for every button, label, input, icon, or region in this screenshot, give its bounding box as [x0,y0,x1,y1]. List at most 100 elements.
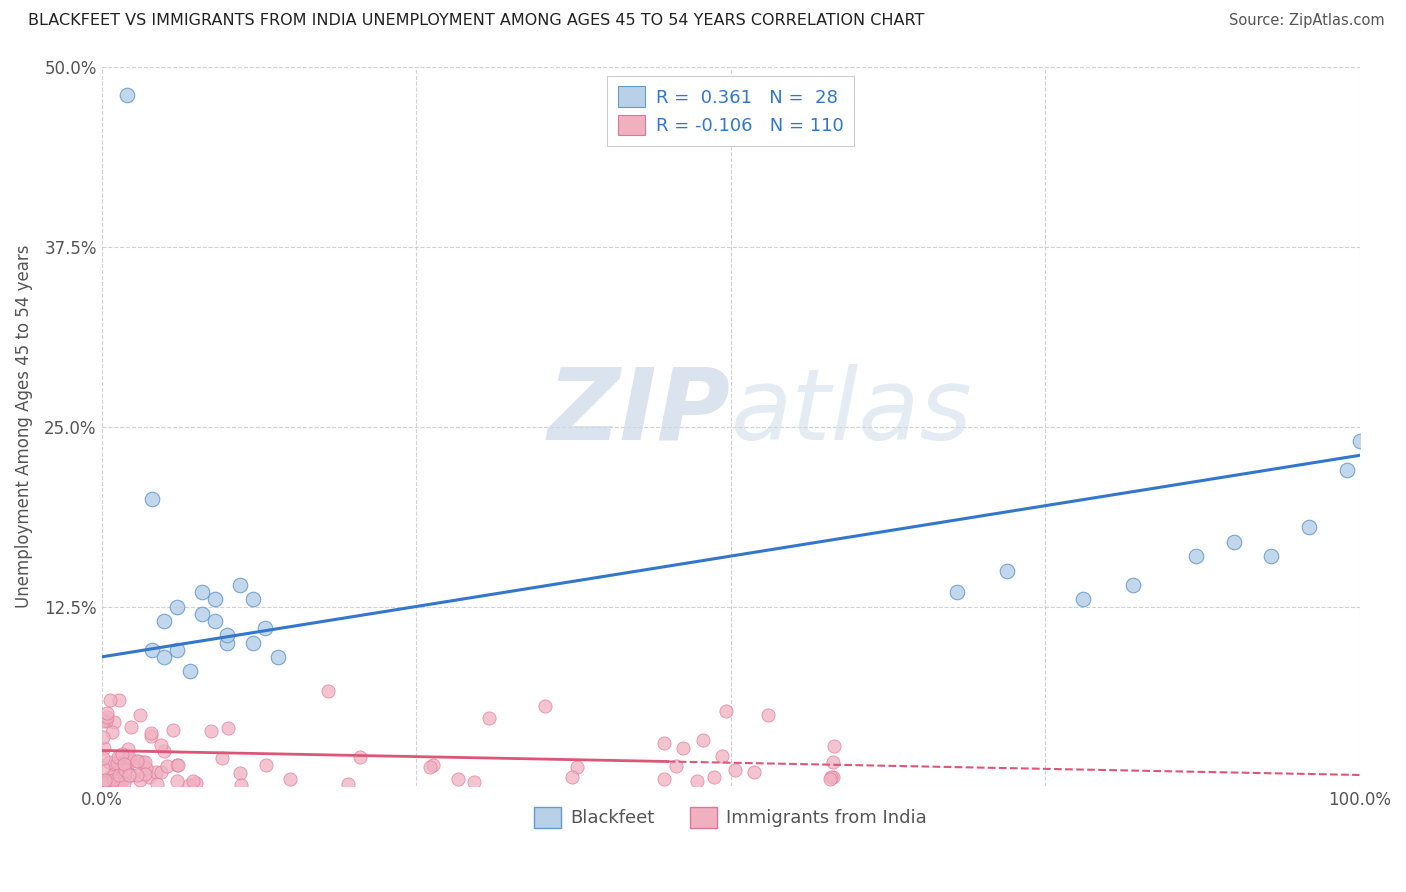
Point [134,755,156,769]
Text: ZIP: ZIP [547,364,731,460]
Point [150,738,173,752]
Point [995,564,1018,578]
Point [217,628,239,642]
Point [111,747,134,761]
Point [91,776,114,790]
Point [229,578,252,592]
Point [166,599,188,614]
Point [162,723,184,737]
Point [107,776,129,790]
Point [724,763,747,777]
Point [134,767,156,781]
Point [110,750,132,764]
Point [1071,592,1094,607]
Point [104,759,127,773]
Point [419,760,441,774]
Text: BLACKFEET VS IMMIGRANTS FROM INDIA UNEMPLOYMENT AMONG AGES 45 TO 54 YEARS CORREL: BLACKFEET VS IMMIGRANTS FROM INDIA UNEMP… [28,13,925,29]
Point [1260,549,1282,563]
Point [229,778,252,792]
Point [267,649,290,664]
Point [156,758,179,772]
Point [204,614,226,628]
Point [101,725,124,739]
Point [166,774,188,789]
Point [132,755,155,769]
Point [703,770,725,784]
Point [127,754,149,768]
Point [152,744,174,758]
Point [821,770,844,784]
Point [242,635,264,649]
Point [100,769,122,783]
Point [118,767,141,781]
Point [101,770,124,784]
Point [672,741,695,756]
Point [191,585,214,599]
Point [337,776,360,790]
Point [254,758,277,772]
Point [561,770,583,784]
Point [117,757,139,772]
Point [477,711,499,725]
Point [103,773,125,788]
Point [94,773,117,788]
Point [118,750,141,764]
Point [139,729,162,743]
Point [138,771,160,785]
Point [217,635,239,649]
Point [820,770,842,784]
Point [129,773,152,788]
Point [1222,534,1244,549]
Point [93,761,115,775]
Point [146,776,169,790]
Point [94,772,117,787]
Point [141,491,163,506]
Point [120,753,142,767]
Point [127,754,149,768]
Point [114,762,136,776]
Point [96,706,118,721]
Point [204,592,226,607]
Point [91,731,114,745]
Point [1122,578,1144,592]
Point [120,720,142,734]
Point [652,736,675,750]
Point [112,767,135,781]
Point [111,756,134,770]
Point [242,592,264,607]
Point [145,765,167,780]
Point [141,642,163,657]
Point [93,740,115,755]
Point [1336,463,1358,477]
Point [316,684,339,698]
Point [112,776,135,790]
Point [107,749,129,764]
Point [91,751,114,765]
Point [108,776,131,790]
Point [665,758,688,772]
Point [94,714,117,728]
Legend: Blackfeet, Immigrants from India: Blackfeet, Immigrants from India [527,800,935,835]
Point [692,733,714,747]
Point [686,773,709,788]
Point [93,776,115,790]
Point [93,776,115,790]
Point [716,704,738,718]
Point [91,714,114,728]
Point [153,614,176,628]
Point [179,665,201,679]
Point [254,621,277,635]
Point [104,776,127,790]
Point [946,585,969,599]
Point [349,750,371,764]
Point [105,756,128,771]
Point [96,709,118,723]
Point [191,607,214,621]
Point [567,760,589,774]
Point [652,772,675,786]
Point [104,772,127,787]
Point [98,772,121,787]
Point [463,775,485,789]
Point [167,757,190,772]
Point [107,693,129,707]
